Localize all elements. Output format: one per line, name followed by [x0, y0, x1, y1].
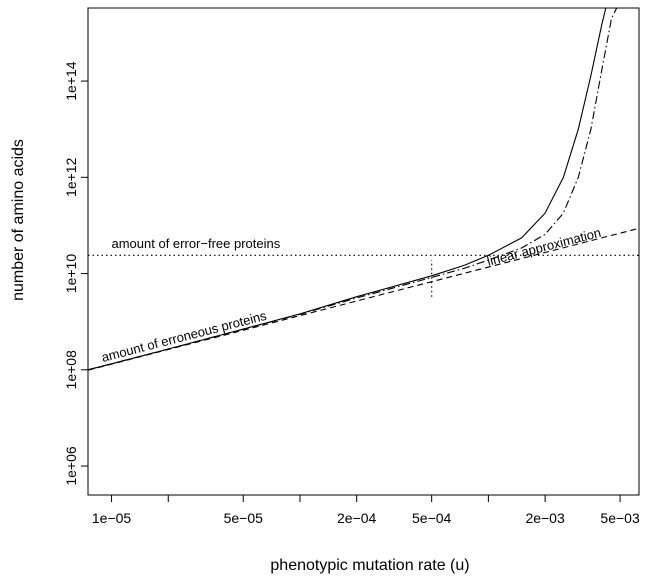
x-tick-label: 5e−04 — [412, 510, 452, 526]
annotations: amount of error−free proteins linear appr… — [100, 225, 603, 365]
x-tick-label: 1e−05 — [92, 510, 132, 526]
y-tick-label: 1e+06 — [63, 446, 79, 486]
plot-frame — [87, 7, 640, 496]
annotation-1: amount of error−free proteins — [112, 236, 281, 251]
series-line-dashed-3 — [87, 227, 640, 371]
x-axis-label: phenotypic mutation rate (u) — [270, 557, 469, 574]
annotation-2: linear approximation — [485, 225, 602, 269]
x-tick-label: 5e−03 — [600, 510, 640, 526]
y-tick-label: 1e+12 — [63, 157, 79, 197]
x-tick-label: 2e−04 — [337, 510, 377, 526]
y-tick-label: 1e+14 — [63, 61, 79, 101]
y-axis: 1e+06 1e+08 1e+10 1e+12 1e+14 — [63, 61, 88, 486]
x-axis: 1e−05 5e−05 2e−04 5e−04 2e−03 5e−03 — [92, 495, 640, 526]
annotation-3: amount of erroneous proteins — [100, 308, 269, 365]
y-tick-label: 1e+10 — [63, 254, 79, 294]
series-line-solid-1 — [87, 7, 607, 371]
x-tick-label: 2e−03 — [525, 510, 565, 526]
x-tick-label: 5e−05 — [224, 510, 264, 526]
y-axis-label: number of amino acids — [10, 139, 27, 301]
y-tick-label: 1e+08 — [63, 350, 79, 390]
series-lines — [87, 7, 640, 371]
series-line-dotdash-2 — [87, 7, 618, 371]
